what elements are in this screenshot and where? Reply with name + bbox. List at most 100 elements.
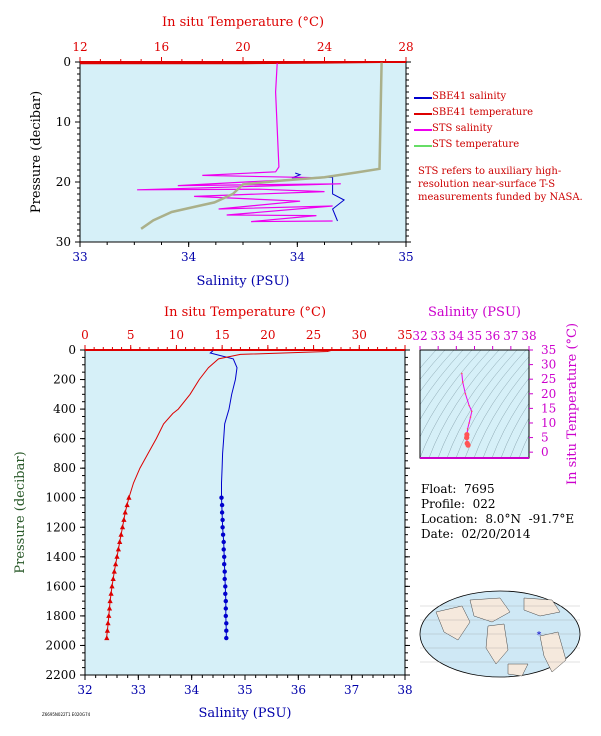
plot2-salinity-point (222, 562, 227, 567)
legend-label-sbe41-salinity: SBE41 salinity (432, 91, 507, 102)
plot2-y-tick-label: 600 (53, 432, 76, 446)
plot1-top-tick-label: 24 (317, 40, 333, 54)
legend-label-sts-salinity: STS salinity (432, 123, 493, 134)
plot1-y-tick-label: 30 (56, 235, 71, 249)
ts-point (468, 404, 470, 407)
ts-x-tick-label: 34 (449, 329, 465, 343)
plot2-bottom-tick-label: 36 (291, 683, 306, 697)
plot1-bottom-tick-label: 35 (398, 250, 413, 264)
ts-density-contour (509, 417, 529, 458)
plot2-y-tick-label: 200 (53, 373, 76, 387)
plot2-top-tick-label: 10 (169, 328, 184, 342)
ts-density-contour (420, 350, 455, 393)
ts-y-tick-label: 35 (541, 343, 556, 357)
ts-y-tick-label: 20 (541, 387, 556, 401)
ts-point (464, 435, 470, 441)
plot2-y-tick-label: 1400 (45, 550, 76, 564)
legend-swatch-sbe41-temperature (414, 113, 432, 115)
world-map-continent (469, 597, 511, 623)
plot2-salinity-point (222, 554, 227, 559)
sts-note: STS refers to auxiliary high-resolution … (418, 166, 583, 203)
ts-density-contour (420, 350, 473, 421)
plot1-top-tick-label: 12 (72, 40, 87, 54)
plot2-top-tick-label: 25 (306, 328, 321, 342)
plot2-salinity-point (221, 547, 226, 552)
legend-label-sts-temperature: STS temperature (432, 139, 520, 150)
plot2-y-tick-label: 400 (53, 402, 76, 416)
plot2-y-axis-title: Pressure (decibar) (13, 451, 28, 573)
plot2-bottom-tick-label: 33 (131, 683, 146, 697)
plot2-temperature-point (111, 568, 117, 574)
plot1-y-tick-label: 20 (56, 175, 71, 189)
plot1-series-sts-temperature (140, 62, 383, 230)
ts-density-contour (420, 350, 446, 380)
ts-density-contour (420, 350, 437, 369)
plot2-salinity-point (220, 517, 225, 523)
plot2-salinity-point (224, 628, 229, 633)
plot2-salinity-point (219, 510, 225, 515)
legend-swatch-sts-salinity (414, 129, 432, 131)
world-map-continent (523, 597, 561, 617)
ts-x-axis-title: Salinity (PSU) (428, 305, 521, 320)
ts-point (466, 428, 469, 430)
plot2-temperature-point (110, 576, 116, 581)
ts-density-contour (420, 350, 491, 458)
ts-point (469, 416, 472, 418)
legend-swatch-sts-temperature (414, 145, 432, 147)
plot2-temperature-point (118, 531, 124, 537)
plot2-salinity-point (219, 495, 224, 500)
figure-stamp: Z6695N022T1 E020G74 (42, 712, 91, 717)
ts-y-axis-title: In situ Temperature (°C) (565, 323, 580, 485)
plot2-bottom-tick-label: 38 (397, 683, 412, 697)
plot1-top-tick-label: 20 (235, 40, 250, 54)
ts-y-tick-label: 10 (541, 416, 556, 430)
world-map-land (435, 597, 567, 677)
plot1-top-axis-title: In situ Temperature (°C) (162, 15, 324, 30)
plot2-y-tick-label: 0 (68, 343, 76, 357)
ts-density-contour (518, 434, 529, 458)
plot2-bottom-tick-label: 34 (184, 683, 200, 697)
ts-x-tick-label: 32 (412, 329, 427, 343)
ts-point (461, 372, 463, 375)
plot2-temperature-point (104, 635, 110, 641)
plot2-top-tick-label: 5 (127, 328, 135, 342)
plot2-y-tick-label: 1000 (45, 491, 76, 505)
ts-x-tick-label: 36 (485, 329, 500, 343)
plot2-temperature-point (107, 598, 113, 604)
ts-point (471, 410, 473, 413)
ts-y-tick-label: 15 (541, 401, 556, 415)
plot2-salinity-point (223, 613, 228, 619)
plot2-salinity-point (222, 569, 227, 574)
plot1-top-tick-label: 28 (398, 40, 413, 54)
plot2-temperature-point (108, 590, 114, 596)
plot2-salinity-point (221, 539, 226, 545)
ts-density-contour (455, 350, 527, 458)
plot2-temperature-point (106, 612, 112, 618)
plot2-temperature-point (122, 509, 128, 515)
plot2-salinity-point (219, 502, 225, 508)
legend-label-sbe41-temperature: SBE41 temperature (432, 107, 534, 118)
ts-density-contour (437, 350, 509, 458)
ts-density-contour (428, 350, 500, 458)
ts-point (465, 442, 471, 448)
plot1-y-tick-label: 0 (63, 55, 71, 69)
ts-x-tick-label: 38 (521, 329, 536, 343)
ts-y-tick-label: 5 (541, 431, 549, 445)
plot2-bottom-tick-label: 35 (237, 683, 252, 697)
plot2-temperature-point (104, 627, 110, 633)
profile-number: Profile: 022 (421, 497, 496, 511)
plot1-y-tick-label: 10 (56, 115, 71, 129)
world-map-continent (507, 663, 529, 677)
plot2-salinity-point (220, 532, 226, 537)
plot1-bottom-tick-label: 34 (181, 250, 197, 264)
ts-density-contour (473, 366, 529, 458)
plot1-bottom-tick-label: 34 (290, 250, 306, 264)
plot2-y-tick-label: 1800 (45, 609, 76, 623)
plot1-bottom-tick-label: 33 (72, 250, 87, 264)
plot1-area (79, 61, 407, 243)
plot2-temperature-point (121, 516, 127, 522)
ts-y-tick-label: 25 (541, 372, 556, 386)
plot2-salinity-point (222, 576, 227, 582)
plot2-temperature-point (119, 524, 126, 530)
